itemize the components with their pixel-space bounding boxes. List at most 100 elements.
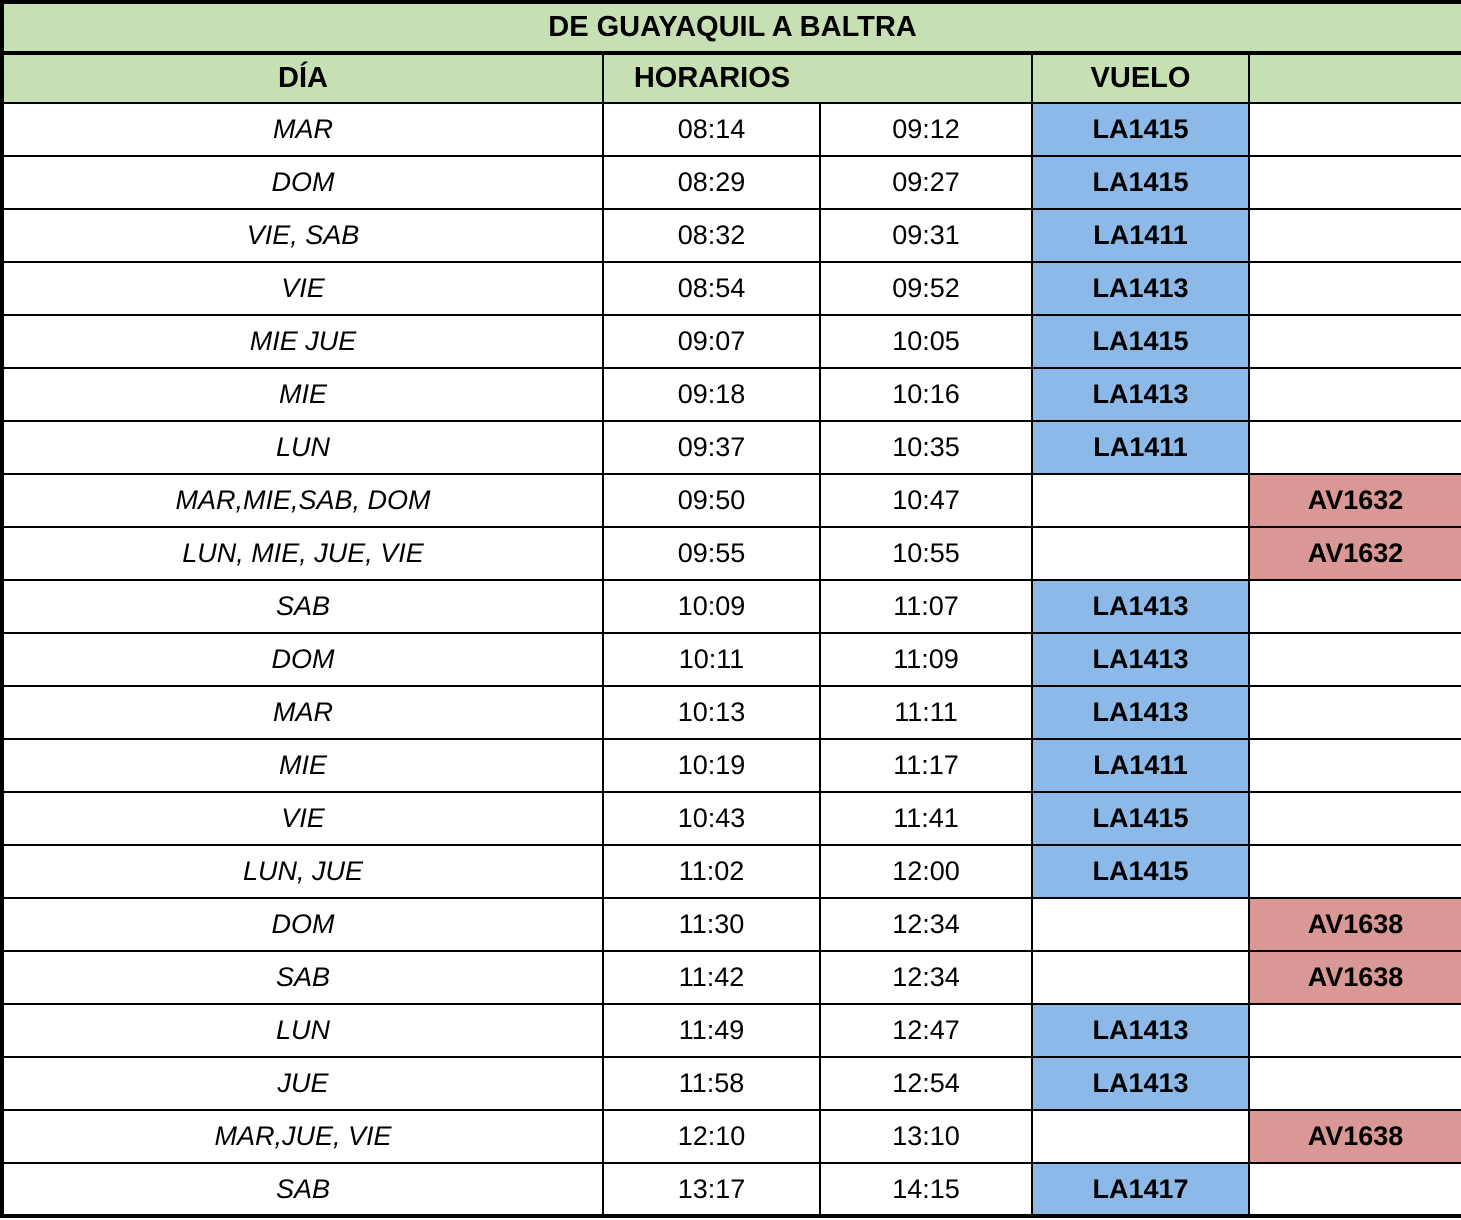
departure-time-cell: 11:58 — [602, 1056, 821, 1111]
la-flight-cell: LA1415 — [1031, 844, 1250, 899]
table-row: LUN 11:49 12:47 LA1413 — [1, 1003, 1461, 1058]
day-cell: JUE — [1, 1056, 604, 1111]
la-flight-cell: LA1415 — [1031, 791, 1250, 846]
la-flight-cell: LA1411 — [1031, 738, 1250, 793]
la-flight-cell: LA1411 — [1031, 208, 1250, 263]
day-cell: DOM — [1, 155, 604, 210]
column-header-vuelo: VUELO — [1031, 52, 1250, 104]
empty-cell — [1247, 102, 1461, 157]
day-cell: MIE JUE — [1, 314, 604, 369]
day-cell: SAB — [1, 950, 604, 1005]
column-header-row: DÍA HORARIOS VUELO — [1, 52, 1461, 104]
day-cell: MAR,MIE,SAB, DOM — [1, 473, 604, 528]
arrival-time-cell: 12:34 — [819, 897, 1033, 952]
arrival-time-cell: 12:00 — [819, 844, 1033, 899]
day-cell: VIE — [1, 261, 604, 316]
table-row: SAB 13:17 14:15 LA1417 — [1, 1162, 1461, 1217]
column-header-dia: DÍA — [1, 52, 604, 104]
la-flight-cell: LA1413 — [1031, 685, 1250, 740]
av-flight-cell: AV1638 — [1247, 950, 1461, 1005]
table-row: LUN, JUE 11:02 12:00 LA1415 — [1, 844, 1461, 899]
empty-cell — [1031, 526, 1250, 581]
departure-time-cell: 10:09 — [602, 579, 821, 634]
departure-time-cell: 09:07 — [602, 314, 821, 369]
day-cell: MAR — [1, 102, 604, 157]
departure-time-cell: 13:17 — [602, 1162, 821, 1217]
departure-time-cell: 09:50 — [602, 473, 821, 528]
departure-time-cell: 09:18 — [602, 367, 821, 422]
day-cell: VIE, SAB — [1, 208, 604, 263]
departure-time-cell: 11:30 — [602, 897, 821, 952]
empty-cell — [1247, 632, 1461, 687]
av-flight-cell: AV1632 — [1247, 473, 1461, 528]
empty-cell — [1031, 950, 1250, 1005]
table-row: DOM 10:11 11:09 LA1413 — [1, 632, 1461, 687]
day-cell: VIE — [1, 791, 604, 846]
departure-time-cell: 10:11 — [602, 632, 821, 687]
day-cell: DOM — [1, 897, 604, 952]
arrival-time-cell: 09:31 — [819, 208, 1033, 263]
empty-cell — [1247, 579, 1461, 634]
arrival-time-cell: 09:27 — [819, 155, 1033, 210]
arrival-time-cell: 12:47 — [819, 1003, 1033, 1058]
table-row: LUN 09:37 10:35 LA1411 — [1, 420, 1461, 475]
day-cell: MAR — [1, 685, 604, 740]
table-row: MIE 10:19 11:17 LA1411 — [1, 738, 1461, 793]
departure-time-cell: 11:02 — [602, 844, 821, 899]
table-row: DOM 11:30 12:34 AV1638 — [1, 897, 1461, 952]
table-row: MAR 08:14 09:12 LA1415 — [1, 102, 1461, 157]
table-row: MIE 09:18 10:16 LA1413 — [1, 367, 1461, 422]
la-flight-cell: LA1411 — [1031, 420, 1250, 475]
departure-time-cell: 10:19 — [602, 738, 821, 793]
la-flight-cell: LA1413 — [1031, 1056, 1250, 1111]
departure-time-cell: 10:13 — [602, 685, 821, 740]
empty-cell — [1247, 1162, 1461, 1217]
column-header-empty — [1247, 52, 1461, 104]
empty-cell — [1031, 473, 1250, 528]
empty-cell — [1247, 261, 1461, 316]
arrival-time-cell: 11:17 — [819, 738, 1033, 793]
column-header-horarios-spacer — [820, 52, 1033, 104]
arrival-time-cell: 10:55 — [819, 526, 1033, 581]
av-flight-cell: AV1638 — [1247, 897, 1461, 952]
arrival-time-cell: 12:34 — [819, 950, 1033, 1005]
day-cell: SAB — [1, 579, 604, 634]
table-row: VIE, SAB 08:32 09:31 LA1411 — [1, 208, 1461, 263]
arrival-time-cell: 11:09 — [819, 632, 1033, 687]
empty-cell — [1247, 1003, 1461, 1058]
table-row: MIE JUE 09:07 10:05 LA1415 — [1, 314, 1461, 369]
column-header-horarios: HORARIOS — [602, 52, 820, 104]
arrival-time-cell: 09:52 — [819, 261, 1033, 316]
arrival-time-cell: 11:07 — [819, 579, 1033, 634]
departure-time-cell: 11:49 — [602, 1003, 821, 1058]
departure-time-cell: 09:37 — [602, 420, 821, 475]
departure-time-cell: 11:42 — [602, 950, 821, 1005]
arrival-time-cell: 12:54 — [819, 1056, 1033, 1111]
la-flight-cell: LA1415 — [1031, 155, 1250, 210]
day-cell: MIE — [1, 738, 604, 793]
table-row: MAR,MIE,SAB, DOM 09:50 10:47 AV1632 — [1, 473, 1461, 528]
empty-cell — [1247, 314, 1461, 369]
table-row: DOM 08:29 09:27 LA1415 — [1, 155, 1461, 210]
day-cell: LUN, JUE — [1, 844, 604, 899]
departure-time-cell: 08:54 — [602, 261, 821, 316]
la-flight-cell: LA1417 — [1031, 1162, 1250, 1217]
arrival-time-cell: 10:47 — [819, 473, 1033, 528]
empty-cell — [1247, 1056, 1461, 1111]
day-cell: MIE — [1, 367, 604, 422]
av-flight-cell: AV1638 — [1247, 1109, 1461, 1164]
table-row: VIE 10:43 11:41 LA1415 — [1, 791, 1461, 846]
arrival-time-cell: 13:10 — [819, 1109, 1033, 1164]
table-title-row: DE GUAYAQUIL A BALTRA — [0, 1, 1461, 55]
arrival-time-cell: 09:12 — [819, 102, 1033, 157]
day-cell: DOM — [1, 632, 604, 687]
la-flight-cell: LA1413 — [1031, 261, 1250, 316]
table-title: DE GUAYAQUIL A BALTRA — [0, 1, 1461, 55]
la-flight-cell: LA1415 — [1031, 102, 1250, 157]
day-cell: MAR,JUE, VIE — [1, 1109, 604, 1164]
table-row: VIE 08:54 09:52 LA1413 — [1, 261, 1461, 316]
la-flight-cell: LA1413 — [1031, 579, 1250, 634]
table-row: MAR 10:13 11:11 LA1413 — [1, 685, 1461, 740]
empty-cell — [1247, 208, 1461, 263]
